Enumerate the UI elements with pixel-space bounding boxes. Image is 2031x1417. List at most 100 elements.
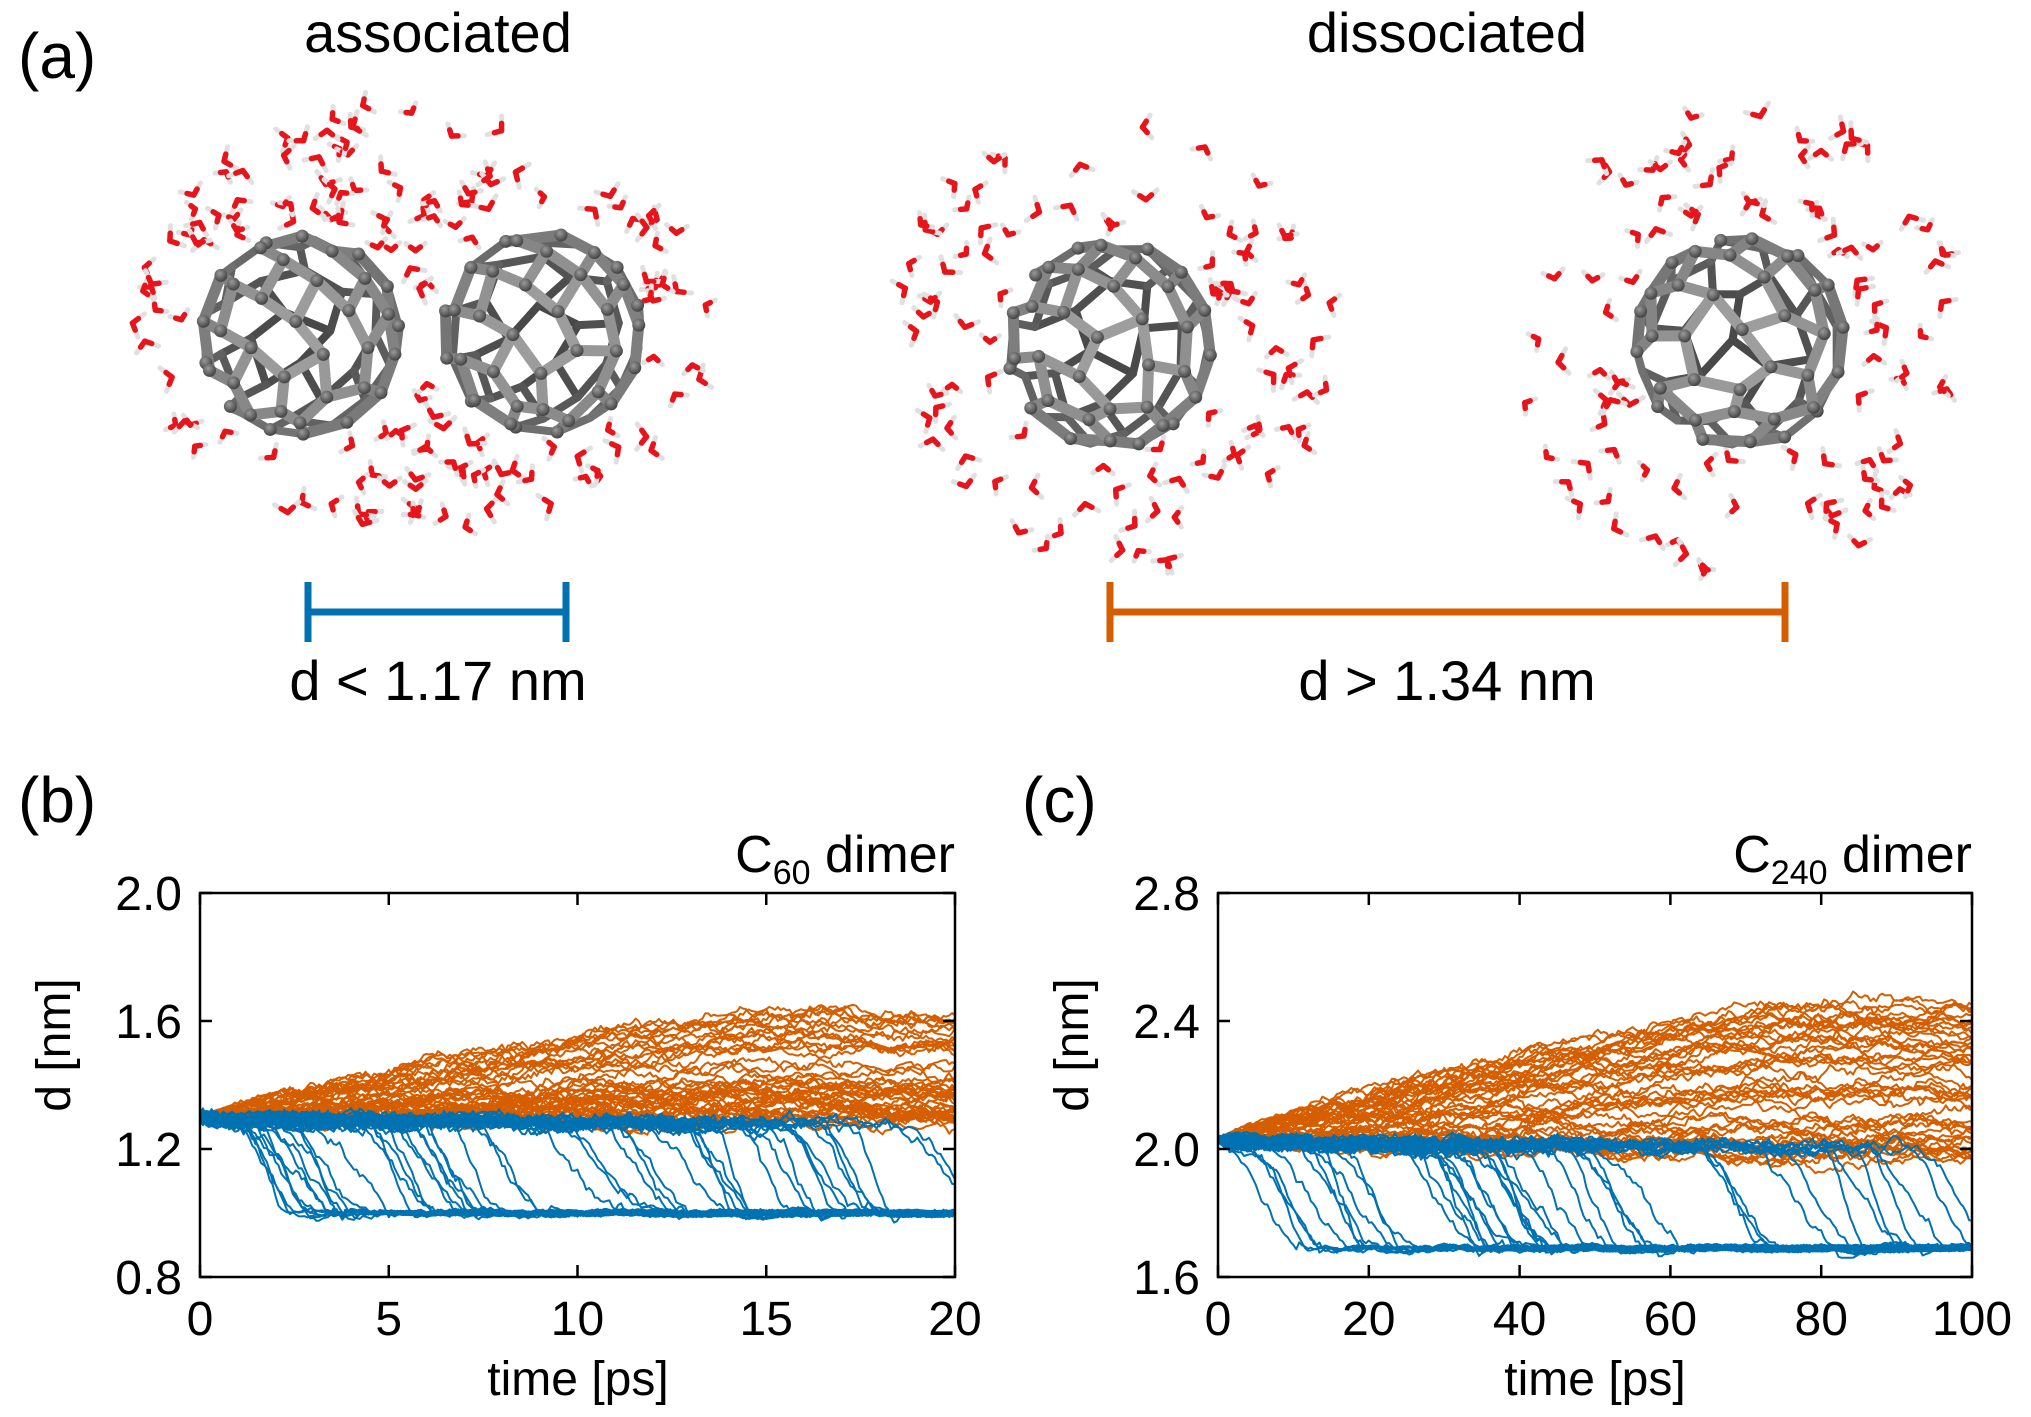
dissociated-trajectory xyxy=(1218,996,1972,1141)
oxygen-atom xyxy=(1707,174,1714,188)
carbon-atom xyxy=(617,277,631,291)
water-molecule xyxy=(1570,459,1593,481)
oxygen-atom xyxy=(152,307,164,314)
carbon-atom xyxy=(1817,327,1831,341)
carbon-atom xyxy=(1651,400,1665,414)
oxygen-atom xyxy=(1716,165,1723,178)
oxygen-atom xyxy=(685,362,695,373)
oxygen-atom xyxy=(1937,299,1945,312)
water-molecule xyxy=(456,189,477,209)
oxygen-atom xyxy=(1139,124,1150,136)
panel-b-ylabel: d [nm] xyxy=(28,978,81,1111)
water-molecule xyxy=(312,127,341,142)
carbon-atom xyxy=(382,307,396,321)
carbon-atom xyxy=(1042,260,1056,274)
carbon-atom xyxy=(255,291,269,305)
oxygen-atom xyxy=(895,281,909,291)
carbon-atom xyxy=(1644,286,1658,300)
carbon-atom xyxy=(587,246,601,260)
oxygen-atom xyxy=(1871,485,1884,493)
oxygen-atom xyxy=(1297,389,1310,399)
water-molecule xyxy=(921,291,941,320)
water-molecule xyxy=(606,194,628,211)
oxygen-atom xyxy=(1604,446,1618,454)
carbon-atom xyxy=(1178,364,1192,378)
water-molecule xyxy=(1827,114,1847,141)
carbon-atom xyxy=(631,298,645,312)
oxygen-atom xyxy=(650,296,662,304)
carbon-bond xyxy=(353,248,393,292)
water-molecule xyxy=(271,499,302,516)
oxygen-atom xyxy=(1210,290,1223,298)
water-molecule xyxy=(955,453,983,472)
water-molecule xyxy=(944,414,958,441)
water-molecule xyxy=(1052,202,1080,222)
carbon-bond xyxy=(375,348,401,399)
oxygen-atom xyxy=(355,479,364,491)
water-molecule xyxy=(1638,533,1666,552)
carbon-atom xyxy=(1103,434,1117,448)
panel-b-title: C60 dimer xyxy=(735,826,955,892)
carbon-atom xyxy=(1653,381,1667,395)
oxygen-atom xyxy=(326,181,338,192)
water-molecule xyxy=(1285,358,1305,386)
oxygen-atom xyxy=(920,310,932,320)
carbon-bond xyxy=(1822,279,1849,333)
carbon-atom xyxy=(293,416,307,430)
carbon-atom xyxy=(1836,320,1850,334)
carbon-atom xyxy=(243,408,257,422)
carbon-bond xyxy=(362,308,395,354)
oxygen-atom xyxy=(618,199,626,211)
carbon-bond xyxy=(1058,306,1103,343)
oxygen-atom xyxy=(300,130,309,144)
oxygen-atom xyxy=(981,250,994,261)
carbon-atom xyxy=(1189,390,1203,404)
oxygen-atom xyxy=(1828,518,1840,527)
water-molecule xyxy=(1717,144,1736,164)
carbon-bond xyxy=(245,342,290,383)
carbon-bond xyxy=(474,265,499,322)
dissociated-distance-label: d > 1.34 nm xyxy=(1298,649,1595,712)
carbon-bond xyxy=(535,344,583,379)
water-molecule xyxy=(1241,422,1266,438)
carbon-atom xyxy=(1791,249,1805,263)
oxygen-atom xyxy=(1028,485,1040,496)
carbon-bond xyxy=(563,386,604,427)
oxygen-atom xyxy=(907,324,920,335)
oxygen-atom xyxy=(470,472,478,484)
water-molecule xyxy=(459,179,484,197)
oxygen-atom xyxy=(1203,213,1216,221)
water-molecule xyxy=(321,176,338,205)
water-molecules xyxy=(129,89,1961,582)
carbon-atom xyxy=(325,244,339,258)
oxygen-atom xyxy=(659,281,671,291)
oxygen-atom xyxy=(1551,270,1562,282)
water-molecule xyxy=(1677,204,1704,219)
water-molecule xyxy=(373,419,390,442)
oxygen-atom xyxy=(605,427,616,436)
water-molecule xyxy=(184,199,199,222)
oxygen-atom xyxy=(607,187,617,200)
water-molecule xyxy=(1552,479,1575,498)
oxygen-atom xyxy=(1892,486,1903,496)
associated-distance-bar xyxy=(304,582,570,642)
oxygen-atom xyxy=(309,205,321,216)
carbon-atom xyxy=(447,303,461,317)
water-molecule xyxy=(1587,367,1612,381)
water-molecule xyxy=(1876,446,1899,464)
carbon-bond xyxy=(487,366,523,412)
panel-c-label: (c) xyxy=(1022,764,1097,836)
water-molecule xyxy=(1234,444,1252,471)
carbon-atom xyxy=(1142,358,1156,372)
oxygen-atom xyxy=(219,428,228,440)
oxygen-atom xyxy=(1870,243,1880,253)
carbon-bond xyxy=(1746,233,1794,262)
oxygen-atom xyxy=(1917,333,1929,341)
oxygen-atom xyxy=(1679,544,1690,557)
oxygen-atom xyxy=(673,288,687,296)
oxygen-atom xyxy=(1612,378,1623,391)
carbon-bond xyxy=(511,423,562,436)
dissociated-trajectory xyxy=(1218,1092,1972,1143)
carbon-bond xyxy=(1679,289,1719,342)
water-molecule xyxy=(572,473,594,489)
